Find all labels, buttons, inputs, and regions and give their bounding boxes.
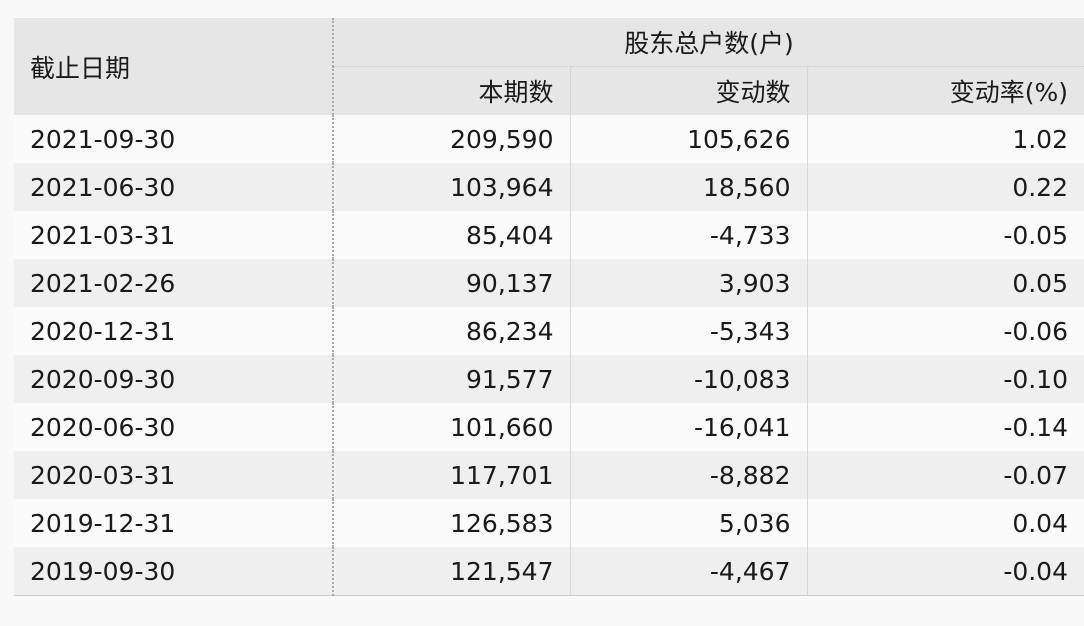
rate-cell: 0.04 <box>807 499 1084 547</box>
rate-cell: -0.10 <box>807 355 1084 403</box>
header-change-rate: 变动率(%) <box>807 66 1084 115</box>
rate-cell: -0.07 <box>807 451 1084 499</box>
date-cell: 2021-02-26 <box>14 259 334 307</box>
table-row: 2021-02-26 90,137 3,903 0.05 <box>14 259 1084 307</box>
table-row: 2021-03-31 85,404 -4,733 -0.05 <box>14 211 1084 259</box>
current-cell: 209,590 <box>333 115 571 163</box>
current-cell: 86,234 <box>333 307 571 355</box>
date-cell: 2021-06-30 <box>14 163 334 211</box>
rate-cell: 0.22 <box>807 163 1084 211</box>
current-cell: 101,660 <box>333 403 571 451</box>
change-cell: 5,036 <box>570 499 808 547</box>
change-cell: 18,560 <box>570 163 808 211</box>
table-row: 2021-06-30 103,964 18,560 0.22 <box>14 163 1084 211</box>
table-row: 2020-09-30 91,577 -10,083 -0.10 <box>14 355 1084 403</box>
rate-cell: -0.05 <box>807 211 1084 259</box>
shareholder-count-table: 截止日期 股东总户数(户) 本期数 变动数 变动率(%) 2021-09-30 2… <box>14 18 1084 596</box>
date-cell: 2020-03-31 <box>14 451 334 499</box>
current-cell: 126,583 <box>333 499 571 547</box>
header-current: 本期数 <box>333 66 571 115</box>
date-cell: 2019-12-31 <box>14 499 334 547</box>
rate-cell: 0.05 <box>807 259 1084 307</box>
change-cell: -4,733 <box>570 211 808 259</box>
header-date: 截止日期 <box>14 18 334 115</box>
rate-cell: -0.06 <box>807 307 1084 355</box>
rate-cell: -0.04 <box>807 547 1084 596</box>
current-cell: 117,701 <box>333 451 571 499</box>
date-cell: 2020-06-30 <box>14 403 334 451</box>
table-row: 2020-12-31 86,234 -5,343 -0.06 <box>14 307 1084 355</box>
change-cell: -8,882 <box>570 451 808 499</box>
date-cell: 2019-09-30 <box>14 547 334 596</box>
current-cell: 103,964 <box>333 163 571 211</box>
table-row: 2020-03-31 117,701 -8,882 -0.07 <box>14 451 1084 499</box>
rate-cell: -0.14 <box>807 403 1084 451</box>
date-cell: 2020-12-31 <box>14 307 334 355</box>
header-change: 变动数 <box>570 66 808 115</box>
change-cell: -16,041 <box>570 403 808 451</box>
date-cell: 2021-09-30 <box>14 115 334 163</box>
change-cell: 3,903 <box>570 259 808 307</box>
table-row: 2019-09-30 121,547 -4,467 -0.04 <box>14 547 1084 596</box>
date-cell: 2020-09-30 <box>14 355 334 403</box>
change-cell: -10,083 <box>570 355 808 403</box>
table-row: 2019-12-31 126,583 5,036 0.04 <box>14 499 1084 547</box>
table-row: 2020-06-30 101,660 -16,041 -0.14 <box>14 403 1084 451</box>
date-cell: 2021-03-31 <box>14 211 334 259</box>
current-cell: 90,137 <box>333 259 571 307</box>
current-cell: 91,577 <box>333 355 571 403</box>
table-row: 2021-09-30 209,590 105,626 1.02 <box>14 115 1084 163</box>
current-cell: 85,404 <box>333 211 571 259</box>
header-shareholder-total: 股东总户数(户) <box>333 18 1084 67</box>
current-cell: 121,547 <box>333 547 571 596</box>
change-cell: -4,467 <box>570 547 808 596</box>
rate-cell: 1.02 <box>807 115 1084 163</box>
change-cell: 105,626 <box>570 115 808 163</box>
change-cell: -5,343 <box>570 307 808 355</box>
